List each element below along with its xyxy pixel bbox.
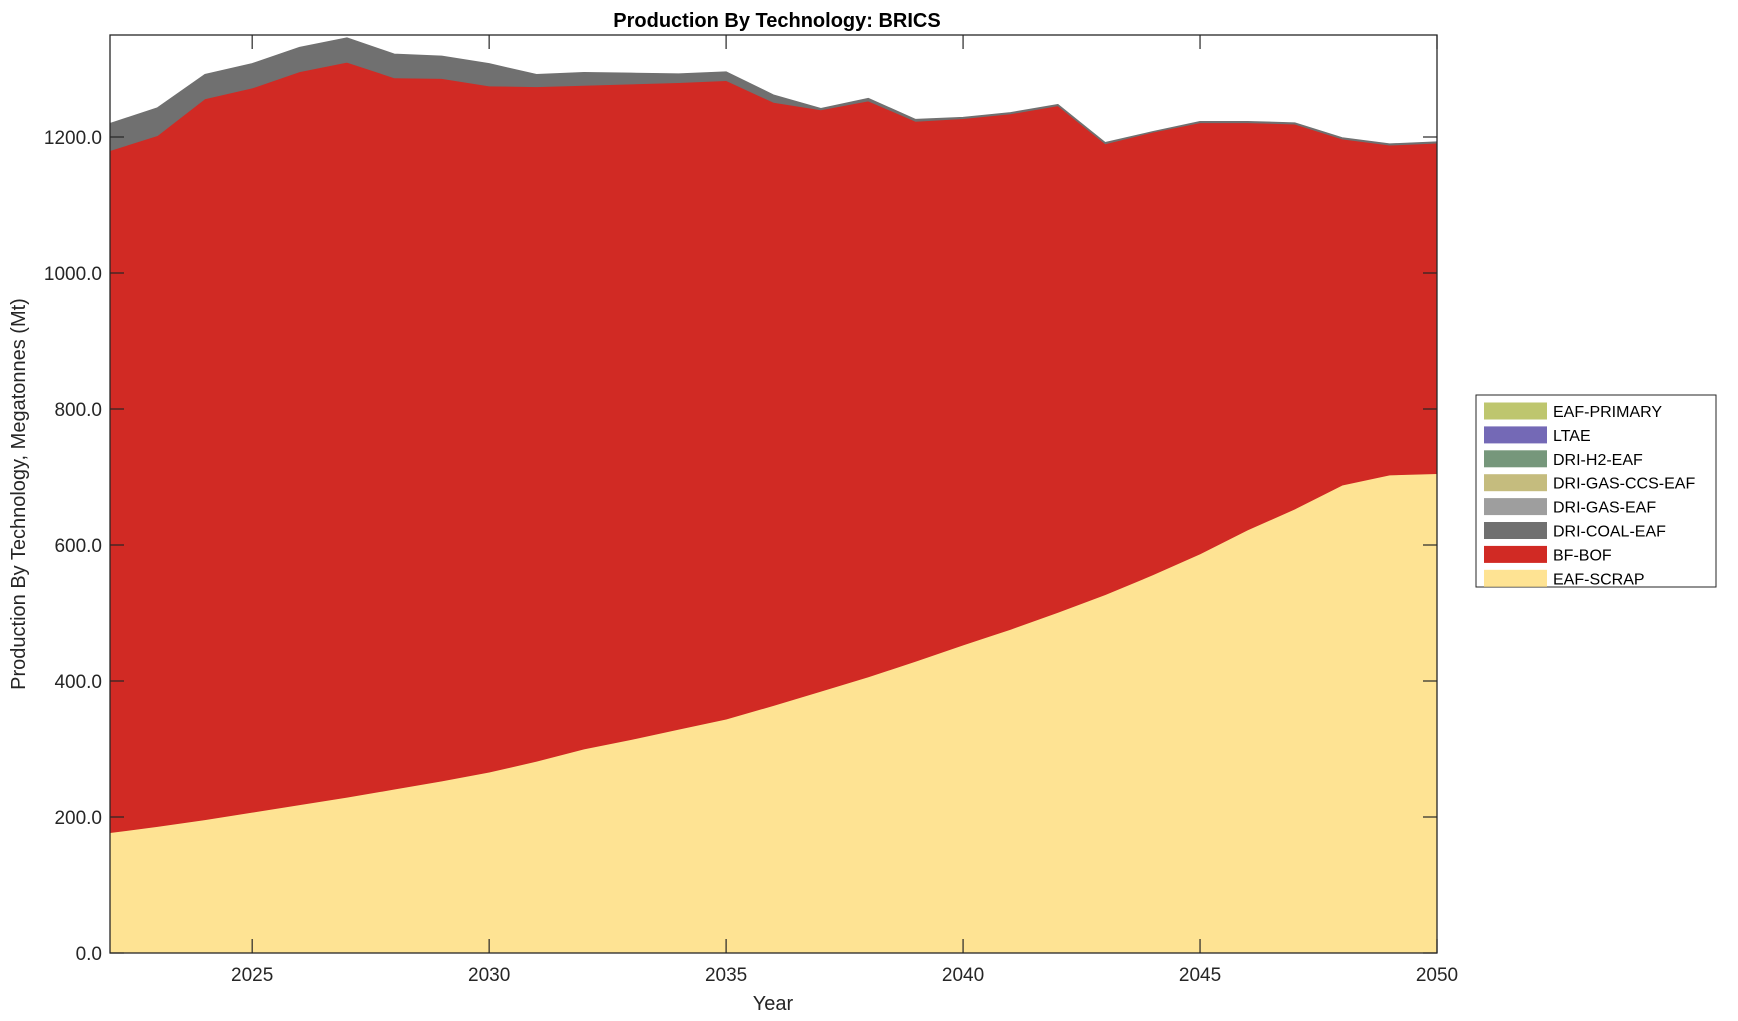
legend-swatch-eaf-scrap (1484, 569, 1547, 587)
y-axis: 0.0 200.0 400.0 600.0 800.0 1000.0 1200.0 (44, 128, 1437, 965)
y-tick-label: 1000.0 (44, 264, 102, 285)
legend-swatch-dri-gas-ccs-eaf (1484, 474, 1547, 492)
y-axis-label: Production By Technology, Megatonnes (Mt… (8, 298, 30, 690)
legend-swatch-dri-h2-eaf (1484, 450, 1547, 468)
legend-label-ltae: LTAE (1553, 428, 1591, 445)
legend-label-dri-gas-ccs-eaf: DRI-GAS-CCS-EAF (1553, 476, 1695, 493)
legend-label-eaf-primary: EAF-PRIMARY (1553, 404, 1662, 421)
y-tick-label: 0.0 (76, 944, 102, 965)
y-tick-label: 400.0 (54, 672, 102, 693)
legend: EAF-PRIMARY LTAE DRI-H2-EAF DRI-GAS-CCS-EAF… (1475, 394, 1717, 588)
y-tick-label: 200.0 (54, 808, 102, 829)
legend-label-bf-bof: BF-BOF (1553, 547, 1612, 564)
x-axis-label: Year (753, 993, 794, 1015)
legend-label-dri-gas-eaf: DRI-GAS-EAF (1553, 500, 1656, 517)
y-tick-label: 800.0 (54, 400, 102, 421)
x-tick-label: 2030 (468, 965, 510, 986)
x-tick-label: 2045 (1179, 965, 1221, 986)
x-tick-label: 2050 (1416, 965, 1458, 986)
legend-label-dri-coal-eaf: DRI-COAL-EAF (1553, 524, 1666, 541)
x-tick-label: 2025 (231, 965, 273, 986)
legend-swatch-bf-bof (1484, 545, 1547, 563)
x-tick-label: 2035 (705, 965, 747, 986)
area-layers (109, 37, 1438, 954)
plot-frame (109, 34, 1438, 954)
legend-swatch-ltae (1484, 426, 1547, 444)
y-tick-label: 1200.0 (44, 128, 102, 149)
x-axis: 2025 2030 2035 2040 2045 2050 (231, 35, 1458, 986)
legend-label-dri-h2-eaf: DRI-H2-EAF (1553, 452, 1643, 469)
legend-label-eaf-scrap: EAF-SCRAP (1553, 571, 1645, 588)
chart-title: Production By Technology: BRICS (613, 10, 940, 32)
y-tick-label: 600.0 (54, 536, 102, 557)
legend-swatch-eaf-primary (1484, 402, 1547, 420)
legend-swatch-dri-coal-eaf (1484, 522, 1547, 539)
legend-swatch-dri-gas-eaf (1484, 498, 1547, 516)
x-tick-label: 2040 (942, 965, 984, 986)
